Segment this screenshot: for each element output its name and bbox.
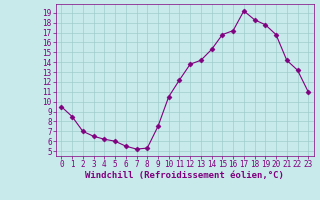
X-axis label: Windchill (Refroidissement éolien,°C): Windchill (Refroidissement éolien,°C) — [85, 171, 284, 180]
